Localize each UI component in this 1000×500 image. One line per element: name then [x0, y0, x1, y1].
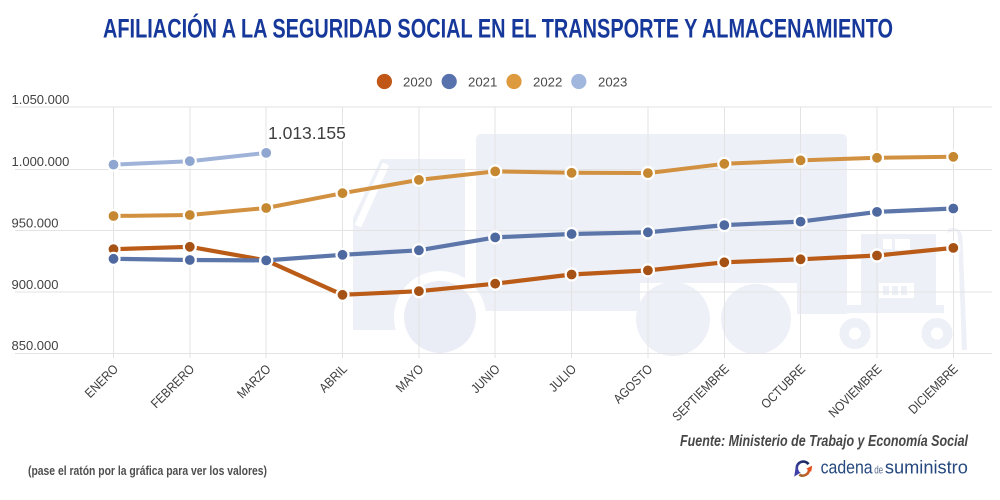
- svg-text:ABRIL: ABRIL: [316, 361, 350, 395]
- svg-text:850.000: 850.000: [12, 338, 59, 353]
- svg-text:950.000: 950.000: [12, 215, 59, 230]
- svg-text:2020: 2020: [403, 75, 432, 90]
- svg-text:2021: 2021: [468, 75, 497, 90]
- svg-text:ENERO: ENERO: [82, 361, 121, 400]
- svg-text:MARZO: MARZO: [234, 361, 274, 401]
- svg-text:OCTUBRE: OCTUBRE: [758, 361, 808, 411]
- svg-text:DICIEMBRE: DICIEMBRE: [905, 361, 961, 417]
- svg-text:SEPTIEMBRE: SEPTIEMBRE: [669, 361, 732, 424]
- svg-text:2023: 2023: [598, 75, 627, 90]
- svg-text:FEBRERO: FEBRERO: [148, 361, 198, 411]
- svg-text:(pase el ratón por la gráfica: (pase el ratón por la gráfica para ver l…: [28, 464, 267, 478]
- svg-text:1.000.000: 1.000.000: [12, 154, 70, 169]
- svg-text:1.050.000: 1.050.000: [12, 92, 70, 107]
- svg-text:2022: 2022: [533, 75, 562, 90]
- svg-text:AFILIACIÓN A LA SEGURIDAD SOCI: AFILIACIÓN A LA SEGURIDAD SOCIAL EN EL T…: [103, 13, 893, 44]
- svg-text:JULIO: JULIO: [546, 361, 580, 395]
- svg-text:cadena: cadena: [821, 458, 874, 478]
- svg-text:900.000: 900.000: [12, 277, 59, 292]
- svg-text:AGOSTO: AGOSTO: [610, 361, 655, 406]
- svg-text:suministro: suministro: [885, 458, 968, 478]
- svg-text:1.013.155: 1.013.155: [268, 123, 346, 143]
- svg-text:JUNIO: JUNIO: [468, 361, 503, 396]
- svg-text:Fuente: Ministerio de Trabajo: Fuente: Ministerio de Trabajo y Economía…: [680, 433, 968, 450]
- svg-text:de: de: [874, 465, 883, 477]
- svg-text:MAYO: MAYO: [393, 361, 427, 395]
- svg-text:NOVIEMBRE: NOVIEMBRE: [825, 361, 884, 420]
